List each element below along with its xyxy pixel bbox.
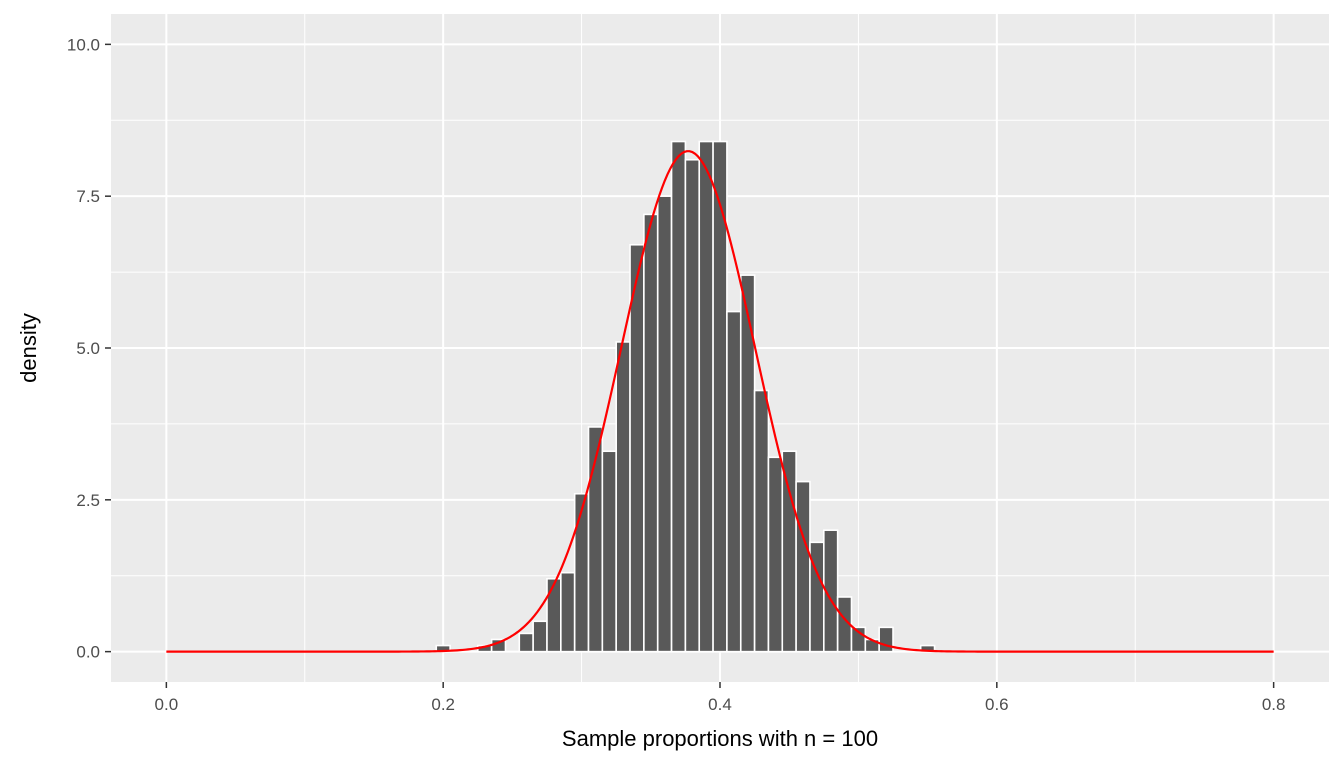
histogram-bars [435, 140, 936, 653]
histogram-bar [684, 158, 701, 653]
histogram-bar [878, 626, 894, 653]
y-axis-ticks: 0.0 2.5 5.0 7.5 10.0 [67, 35, 111, 662]
histogram-bar [753, 389, 770, 653]
y-tick-label: 2.5 [76, 491, 100, 510]
histogram-bar [767, 456, 784, 653]
y-axis-title: density [16, 313, 41, 383]
histogram-bar [795, 480, 811, 653]
x-tick-label: 0.2 [431, 695, 455, 714]
histogram-bar [670, 140, 687, 653]
histogram-bar [643, 213, 659, 653]
histogram-bar [823, 529, 839, 653]
histogram-bar [726, 310, 742, 653]
histogram-bar [532, 620, 548, 653]
histogram-bar [836, 596, 853, 653]
x-axis-title: Sample proportions with n = 100 [562, 726, 878, 751]
x-tick-label: 0.6 [985, 695, 1009, 714]
histogram-bar [573, 492, 590, 653]
y-tick-label: 0.0 [76, 643, 100, 662]
x-axis-ticks: 0.0 0.2 0.4 0.6 0.8 [155, 682, 1286, 714]
histogram-bar [656, 195, 673, 653]
y-tick-label: 7.5 [76, 187, 100, 206]
histogram-bar [629, 243, 645, 653]
histogram-bar [546, 577, 562, 653]
y-tick-label: 10.0 [67, 35, 100, 54]
x-tick-label: 0.8 [1262, 695, 1286, 714]
x-tick-label: 0.0 [155, 695, 179, 714]
y-tick-label: 5.0 [76, 339, 100, 358]
density-curve-line [166, 150, 1274, 653]
histogram-bar [560, 571, 576, 653]
histogram-bar [615, 341, 631, 653]
x-tick-label: 0.4 [708, 695, 732, 714]
histogram-bar [781, 450, 797, 653]
histogram-bar [518, 632, 534, 653]
histogram-bar [698, 140, 714, 653]
histogram-bar [601, 450, 617, 653]
